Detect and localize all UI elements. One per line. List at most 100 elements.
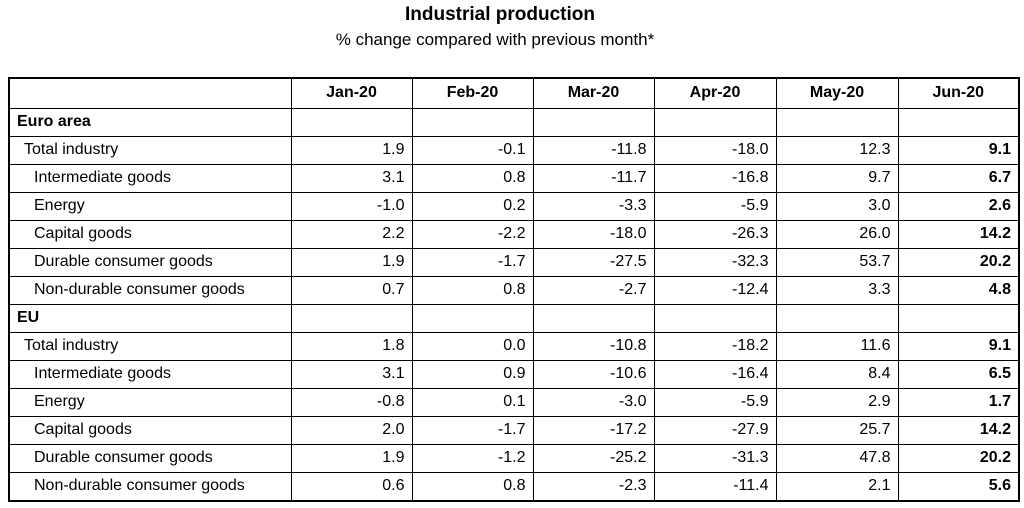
value-cell: 6.7 [897,163,1020,193]
value-cell: 2.9 [775,387,899,417]
row-label: Total industry [8,331,292,361]
empty-cell [653,107,777,137]
table-row: Non-durable consumer goods 0.7 0.8 -2.7 -12.… [8,275,1020,305]
table-body: Euro area Total industry 1.9 -0.1 -11.8 -18.0… [8,107,1020,501]
row-label: Capital goods [8,219,292,249]
value-cell: -10.6 [532,359,655,389]
value-cell: 0.6 [290,471,413,501]
value-cell: 0.8 [411,163,534,193]
row-label: Energy [8,191,292,221]
row-label: Intermediate goods [8,163,292,193]
value-cell: -10.8 [532,331,655,361]
value-cell: -2.7 [532,275,655,305]
value-cell: -0.8 [290,387,413,417]
column-header: May-20 [775,77,899,109]
table-row: Capital goods 2.0 -1.7 -17.2 -27.9 25.7 14.2 [8,415,1020,445]
value-cell: -1.7 [411,247,534,277]
empty-cell [897,303,1020,333]
table-title: Industrial production [405,4,595,25]
value-cell: 2.0 [290,415,413,445]
value-cell: 25.7 [775,415,899,445]
table-row: Capital goods 2.2 -2.2 -18.0 -26.3 26.0 14.2 [8,219,1020,249]
value-cell: 0.2 [411,191,534,221]
empty-cell [290,107,413,137]
value-cell: -2.2 [411,219,534,249]
row-label: Non-durable consumer goods [8,275,292,305]
value-cell: -18.0 [532,219,655,249]
value-cell: -1.0 [290,191,413,221]
empty-cell [775,107,899,137]
row-label: Total industry [8,135,292,165]
table-row: Energy -1.0 0.2 -3.3 -5.9 3.0 2.6 [8,191,1020,221]
row-label: Non-durable consumer goods [8,471,292,501]
value-cell: -11.4 [653,471,777,501]
value-cell: 20.2 [897,247,1020,277]
value-cell: 53.7 [775,247,899,277]
value-cell: -27.9 [653,415,777,445]
value-cell: 9.1 [897,135,1020,165]
value-cell: 12.3 [775,135,899,165]
empty-cell [290,303,413,333]
column-header: Apr-20 [653,77,777,109]
table-row: Total industry 1.9 -0.1 -11.8 -18.0 12.3 9.1 [8,135,1020,165]
industrial-production-table: Jan-20 Feb-20 Mar-20 Apr-20 May-20 Jun-2… [8,77,1020,502]
value-cell: 5.6 [897,471,1020,501]
column-header: Jan-20 [290,77,413,109]
header-row: Jan-20 Feb-20 Mar-20 Apr-20 May-20 Jun-2… [8,77,1020,109]
value-cell: 1.8 [290,331,413,361]
value-cell: -3.3 [532,191,655,221]
group-label: Euro area [8,107,292,137]
value-cell: -1.7 [411,415,534,445]
value-cell: 1.9 [290,135,413,165]
value-cell: 6.5 [897,359,1020,389]
value-cell: -18.2 [653,331,777,361]
value-cell: -17.2 [532,415,655,445]
value-cell: 8.4 [775,359,899,389]
value-cell: -1.2 [411,443,534,473]
row-label: Energy [8,387,292,417]
table-row: Durable consumer goods 1.9 -1.2 -25.2 -31.3 4… [8,443,1020,473]
value-cell: 3.0 [775,191,899,221]
value-cell: 3.1 [290,359,413,389]
value-cell: 2.1 [775,471,899,501]
empty-cell [653,303,777,333]
group-row: EU [8,303,1020,333]
empty-cell [532,107,655,137]
row-label: Durable consumer goods [8,443,292,473]
value-cell: 9.7 [775,163,899,193]
table-row: Intermediate goods 3.1 0.8 -11.7 -16.8 9.7 6.7 [8,163,1020,193]
value-cell: -16.4 [653,359,777,389]
value-cell: 14.2 [897,219,1020,249]
value-cell: 4.8 [897,275,1020,305]
value-cell: 26.0 [775,219,899,249]
value-cell: 3.3 [775,275,899,305]
value-cell: 20.2 [897,443,1020,473]
value-cell: 0.7 [290,275,413,305]
value-cell: 2.2 [290,219,413,249]
value-cell: 14.2 [897,415,1020,445]
value-cell: 11.6 [775,331,899,361]
value-cell: -16.8 [653,163,777,193]
column-header: Feb-20 [411,77,534,109]
value-cell: -3.0 [532,387,655,417]
value-cell: -11.7 [532,163,655,193]
value-cell: -11.8 [532,135,655,165]
value-cell: 0.8 [411,471,534,501]
column-header: Mar-20 [532,77,655,109]
empty-cell [411,303,534,333]
value-cell: -2.3 [532,471,655,501]
group-row: Euro area [8,107,1020,137]
table-row: Intermediate goods 3.1 0.9 -10.6 -16.4 8.4 6.5 [8,359,1020,389]
value-cell: 0.0 [411,331,534,361]
value-cell: 0.9 [411,359,534,389]
column-header: Jun-20 [897,77,1020,109]
row-label: Durable consumer goods [8,247,292,277]
value-cell: 2.6 [897,191,1020,221]
value-cell: 1.9 [290,443,413,473]
value-cell: -27.5 [532,247,655,277]
value-cell: -25.2 [532,443,655,473]
value-cell: -12.4 [653,275,777,305]
header-corner-cell [8,77,292,109]
empty-cell [897,107,1020,137]
value-cell: -5.9 [653,387,777,417]
